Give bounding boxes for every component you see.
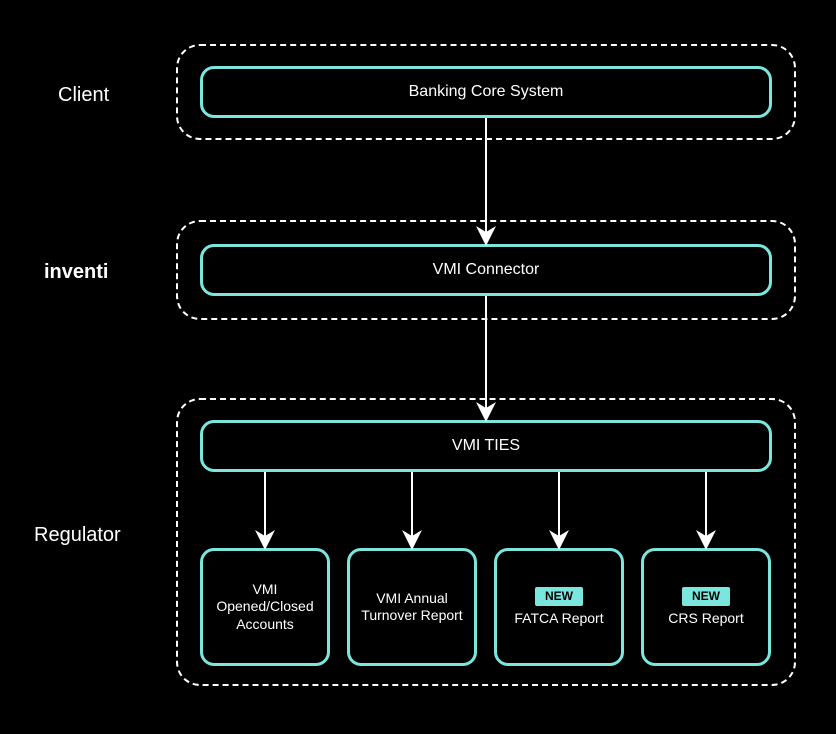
section-label-regulator: Regulator [34,524,121,547]
node-label: VMI TIES [452,437,520,455]
node-label: Banking Core System [409,83,564,101]
node-label: VMI Annual Turnover Report [356,590,468,625]
node-fatca: NEW FATCA Report [494,548,624,666]
node-label: FATCA Report [514,610,603,628]
node-vmi-accounts: VMI Opened/Closed Accounts [200,548,330,666]
node-vmi-turnover: VMI Annual Turnover Report [347,548,477,666]
section-label-client: Client [58,84,109,107]
node-crs: NEW CRS Report [641,548,771,666]
new-badge: NEW [535,587,583,606]
node-vmi-ties: VMI TIES [200,420,772,472]
node-vmi-connector: VMI Connector [200,244,772,296]
node-label: VMI Connector [433,261,540,279]
node-banking-core: Banking Core System [200,66,772,118]
new-badge: NEW [682,587,730,606]
node-label: CRS Report [668,610,743,628]
node-label: VMI Opened/Closed Accounts [209,581,321,634]
section-label-inventi: inventi [44,261,108,284]
